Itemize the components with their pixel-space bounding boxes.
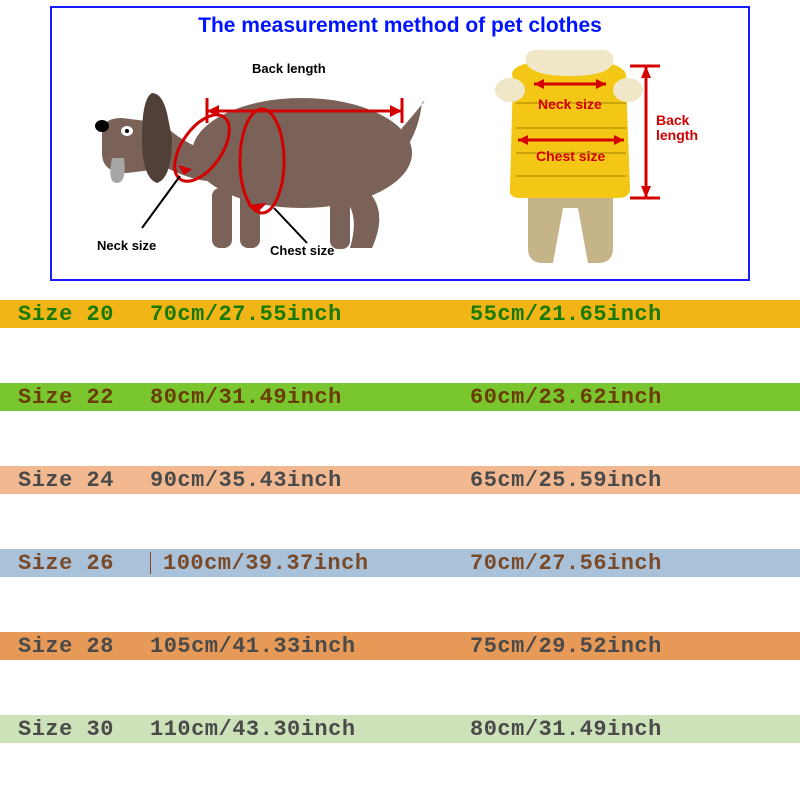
size-label: Size 22 xyxy=(0,385,150,410)
measurement-1: 70cm/27.55inch xyxy=(150,302,470,327)
size-label: Size 24 xyxy=(0,468,150,493)
jacket-neck-size-label: Neck size xyxy=(538,96,602,112)
measurement-2: 55cm/21.65inch xyxy=(470,302,800,327)
measurement-1-value: 90cm/35.43inch xyxy=(150,468,342,493)
measurement-1: 100cm/39.37inch xyxy=(150,551,470,576)
measurement-2: 60cm/23.62inch xyxy=(470,385,800,410)
measurement-1-value: 105cm/41.33inch xyxy=(150,634,356,659)
measurement-1: 80cm/31.49inch xyxy=(150,385,470,410)
size-label: Size 28 xyxy=(0,634,150,659)
measurement-1: 90cm/35.43inch xyxy=(150,468,470,493)
measurement-2: 70cm/27.56inch xyxy=(470,551,800,576)
measurement-2: 75cm/29.52inch xyxy=(470,634,800,659)
jacket-back-length-label: Back length xyxy=(656,113,726,144)
measurement-1-value: 110cm/43.30inch xyxy=(150,717,356,742)
dog-chest-size-label: Chest size xyxy=(270,243,334,258)
measurement-diagram-box: The measurement method of pet clothes xyxy=(50,6,750,281)
size-table: Size 2070cm/27.55inch55cm/21.65inchSize … xyxy=(0,300,800,743)
measurement-2: 65cm/25.59inch xyxy=(470,468,800,493)
size-row: Size 2280cm/31.49inch 60cm/23.62inch xyxy=(0,383,800,411)
diagram-title: The measurement method of pet clothes xyxy=(52,14,748,38)
jacket-illustration: Neck size Chest size Back length xyxy=(468,48,728,273)
measurement-1-value: 70cm/27.55inch xyxy=(150,302,342,327)
size-label: Size 26 xyxy=(0,551,150,576)
size-row: Size 30110cm/43.30inch 80cm/31.49inch xyxy=(0,715,800,743)
measurement-1-value: 80cm/31.49inch xyxy=(150,385,342,410)
dog-illustration: Back length Neck size Chest size xyxy=(72,43,452,273)
cell-divider xyxy=(150,552,151,574)
page: The measurement method of pet clothes xyxy=(0,0,800,800)
size-row: Size 28105cm/41.33inch 75cm/29.52inch xyxy=(0,632,800,660)
size-row: Size 2070cm/27.55inch 55cm/21.65inch xyxy=(0,300,800,328)
dog-neck-size-label: Neck size xyxy=(97,238,156,253)
jacket-chest-size-label: Chest size xyxy=(536,148,605,164)
measurement-2: 80cm/31.49inch xyxy=(470,717,800,742)
measurement-1: 105cm/41.33inch xyxy=(150,634,470,659)
size-label: Size 30 xyxy=(0,717,150,742)
dog-back-length-label: Back length xyxy=(252,61,326,76)
size-row: Size 26 100cm/39.37inch 70cm/27.56inch xyxy=(0,549,800,577)
measurement-1: 110cm/43.30inch xyxy=(150,717,470,742)
size-label: Size 20 xyxy=(0,302,150,327)
measurement-1-value: 100cm/39.37inch xyxy=(163,551,369,576)
size-row: Size 2490cm/35.43inch 65cm/25.59inch xyxy=(0,466,800,494)
